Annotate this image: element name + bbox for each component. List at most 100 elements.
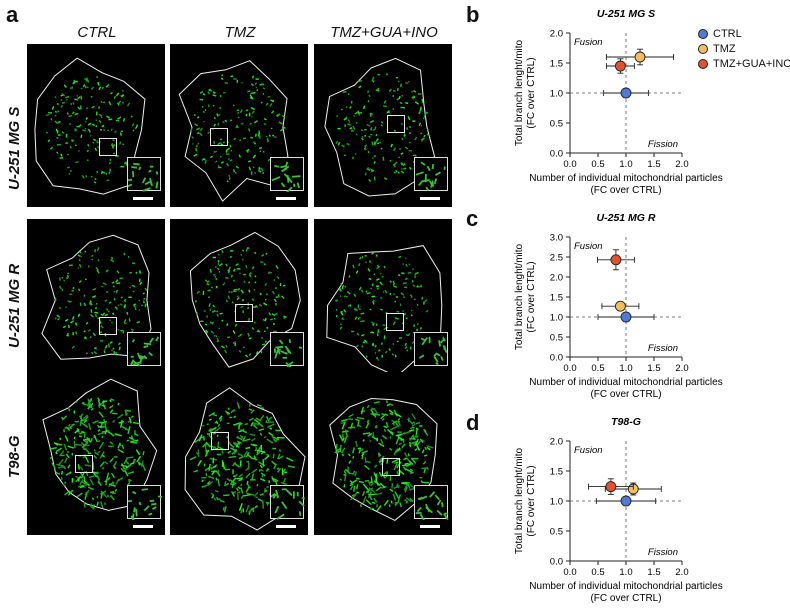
y-tick-label: 0.0 bbox=[550, 353, 563, 364]
panel-letter-b: b bbox=[466, 2, 480, 27]
mitochondria-signal bbox=[45, 76, 139, 184]
scale-bar bbox=[133, 197, 153, 200]
data-point-tmz-gua-ino bbox=[605, 58, 635, 74]
point-marker bbox=[614, 300, 626, 312]
point-marker bbox=[634, 51, 646, 63]
mitochondria-signal bbox=[189, 401, 296, 516]
roi-box bbox=[211, 432, 229, 450]
panel-letter-c: c bbox=[466, 206, 479, 231]
zoom-inset bbox=[127, 332, 161, 367]
annotation-fusion: Fusion bbox=[574, 445, 603, 456]
row-label-u251-mg-s: U-251 MG S bbox=[6, 106, 23, 190]
data-point-ctrl bbox=[603, 87, 649, 99]
data-point-tmz bbox=[605, 48, 675, 66]
row-label-t98g: T98-G bbox=[6, 435, 23, 478]
panel-letter-a: a bbox=[6, 2, 19, 27]
legend-swatch-tmz-gua-ino bbox=[698, 58, 708, 69]
mitochondria-signal bbox=[334, 251, 429, 361]
y-axis-label-unit: (FC over CTRL) bbox=[526, 465, 537, 536]
y-tick-label: 2.0 bbox=[550, 273, 563, 284]
micrograph-u251-mg-s-ctrl bbox=[27, 44, 165, 207]
legend-item-tmz: TMZ bbox=[698, 41, 790, 56]
y-tick-label: 1.5 bbox=[550, 59, 563, 70]
annotation-fission: Fission bbox=[648, 343, 678, 354]
x-tick-label: 0.0 bbox=[563, 567, 576, 578]
x-tick-label: 1.5 bbox=[647, 363, 660, 374]
chart-u251-mg-s: U-251 MG S 0.0 0.5 1.0 1.5 2.0 0.0 0.5 1.0 1.5 2.0… bbox=[514, 8, 723, 196]
point-marker bbox=[610, 254, 622, 266]
y-tick-label: 0.5 bbox=[550, 527, 563, 538]
x-tick-label: 1.0 bbox=[619, 363, 632, 374]
x-tick-label: 2.0 bbox=[675, 567, 688, 578]
x-tick-label: 1.5 bbox=[647, 567, 660, 578]
cell-outline bbox=[178, 60, 289, 202]
y-axis-label-unit: (FC over CTRL) bbox=[526, 261, 537, 332]
legend-label-tmz-gua-ino: TMZ+GUA+INO bbox=[713, 57, 790, 70]
scale-bar bbox=[420, 197, 440, 200]
data-point-ctrl bbox=[597, 311, 655, 323]
mitochondria-signal bbox=[195, 247, 287, 358]
cell-outline bbox=[184, 387, 306, 531]
legend-item-tmz-gua-ino: TMZ+GUA+INO bbox=[698, 56, 790, 71]
scale-bar bbox=[276, 525, 296, 528]
micrograph-u251-mg-r-tmz bbox=[170, 219, 308, 382]
column-label-ctrl: CTRL bbox=[77, 24, 117, 41]
x-tick-label: 0.0 bbox=[563, 363, 576, 374]
data-point-tmz bbox=[601, 300, 640, 312]
legend-swatch-tmz bbox=[698, 43, 708, 54]
y-tick-label: 0.0 bbox=[550, 557, 563, 568]
x-tick-label: 0.0 bbox=[563, 159, 576, 170]
micrograph-u251-mg-s-tmz bbox=[170, 44, 308, 207]
x-axis-label: Number of individual mitochondrial parti… bbox=[529, 581, 722, 592]
y-axis-label-unit: (FC over CTRL) bbox=[526, 57, 537, 128]
column-label-tmz-gua-ino: TMZ+GUA+INO bbox=[330, 24, 438, 41]
cell-outline bbox=[34, 57, 146, 195]
zoom-inset bbox=[127, 485, 162, 520]
micrograph-u251-mg-r-ctrl bbox=[27, 219, 165, 382]
x-tick-label: 0.5 bbox=[591, 159, 604, 170]
y-tick-label: 0.5 bbox=[550, 119, 563, 130]
micrograph-t98g-ctrl bbox=[27, 372, 165, 535]
legend-label-tmz: TMZ bbox=[713, 42, 736, 55]
y-axis-label: Total branch lenght/mito bbox=[514, 447, 525, 554]
mitochondria-signal bbox=[49, 397, 147, 510]
y-tick-label: 3.0 bbox=[550, 233, 563, 244]
y-axis-label: Total branch lenght/mito bbox=[514, 243, 525, 350]
y-tick-label: 2.5 bbox=[550, 253, 563, 264]
y-tick-label: 1.5 bbox=[550, 467, 563, 478]
roi-box bbox=[235, 304, 253, 322]
x-tick-label: 1.5 bbox=[647, 159, 660, 170]
mitochondria-signal bbox=[334, 400, 434, 512]
x-tick-label: 0.5 bbox=[591, 567, 604, 578]
cell-outline bbox=[42, 378, 158, 511]
x-tick-label: 2.0 bbox=[675, 159, 688, 170]
cell-outline bbox=[329, 397, 438, 521]
x-axis-label: Number of individual mitochondrial parti… bbox=[529, 377, 722, 388]
zoom-inset bbox=[414, 485, 449, 520]
legend-swatch-ctrl bbox=[698, 28, 708, 39]
column-label-tmz: TMZ bbox=[224, 24, 256, 41]
zoom-inset bbox=[414, 332, 448, 366]
micrograph-u251-mg-r-tmz-gua-ino bbox=[314, 219, 452, 382]
x-axis-label-unit: (FC over CTRL) bbox=[590, 185, 661, 196]
zoom-inset bbox=[270, 332, 304, 367]
x-tick-label: 1.0 bbox=[619, 567, 632, 578]
point-marker bbox=[620, 87, 632, 99]
roi-box bbox=[210, 128, 228, 146]
y-tick-label: 1.0 bbox=[550, 313, 563, 324]
chart-title: T98-G bbox=[611, 416, 641, 428]
micrograph-t98g-tmz-gua-ino bbox=[314, 372, 452, 535]
micrograph-u251-mg-s-tmz-gua-ino bbox=[314, 44, 452, 207]
data-point-tmz-gua-ino bbox=[588, 478, 634, 495]
legend-label-ctrl: CTRL bbox=[713, 27, 742, 40]
annotation-fission: Fission bbox=[648, 547, 678, 558]
chart-t98g: T98-G 0.0 0.5 1.0 1.5 2.0 0.0 0.5 1.0 1.5 2.0 Fusio… bbox=[514, 416, 723, 604]
y-tick-label: 1.5 bbox=[550, 293, 563, 304]
micrograph-t98g-tmz bbox=[170, 372, 308, 535]
y-tick-label: 1.0 bbox=[550, 89, 563, 100]
point-marker bbox=[605, 481, 617, 493]
roi-box bbox=[75, 455, 93, 473]
zoom-inset bbox=[127, 157, 161, 192]
zoom-inset bbox=[414, 157, 448, 191]
zoom-inset bbox=[270, 485, 305, 520]
